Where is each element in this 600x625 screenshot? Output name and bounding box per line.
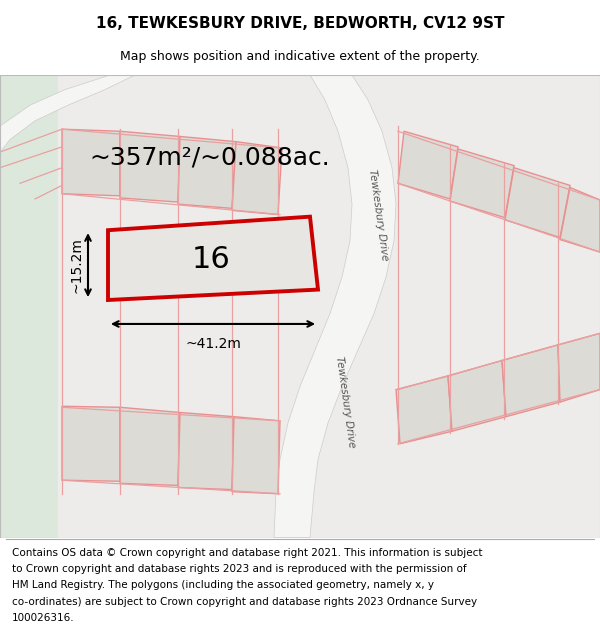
Polygon shape [108, 217, 318, 300]
Polygon shape [0, 75, 135, 152]
Polygon shape [398, 131, 458, 199]
Text: to Crown copyright and database rights 2023 and is reproduced with the permissio: to Crown copyright and database rights 2… [12, 564, 467, 574]
Text: HM Land Registry. The polygons (including the associated geometry, namely x, y: HM Land Registry. The polygons (includin… [12, 581, 434, 591]
Polygon shape [178, 412, 234, 489]
Polygon shape [560, 188, 600, 252]
Polygon shape [232, 417, 280, 494]
Text: ~15.2m: ~15.2m [70, 237, 84, 293]
Text: 16, TEWKESBURY DRIVE, BEDWORTH, CV12 9ST: 16, TEWKESBURY DRIVE, BEDWORTH, CV12 9ST [96, 16, 504, 31]
Polygon shape [120, 408, 180, 486]
Text: ~41.2m: ~41.2m [185, 338, 241, 351]
Text: Map shows position and indicative extent of the property.: Map shows position and indicative extent… [120, 50, 480, 62]
Text: co-ordinates) are subject to Crown copyright and database rights 2023 Ordnance S: co-ordinates) are subject to Crown copyr… [12, 596, 477, 606]
Polygon shape [62, 406, 120, 481]
Text: 100026316.: 100026316. [12, 612, 74, 622]
Polygon shape [178, 136, 236, 208]
Polygon shape [232, 142, 282, 214]
Polygon shape [120, 131, 180, 202]
Text: Tewkesbury Drive: Tewkesbury Drive [367, 168, 389, 261]
Polygon shape [505, 168, 570, 238]
Bar [0, 75, 58, 538]
Text: ~357m²/~0.088ac.: ~357m²/~0.088ac. [89, 145, 331, 169]
Polygon shape [558, 333, 600, 402]
Polygon shape [448, 361, 506, 431]
Text: Contains OS data © Crown copyright and database right 2021. This information is : Contains OS data © Crown copyright and d… [12, 548, 482, 558]
Polygon shape [450, 149, 514, 218]
Text: 16: 16 [191, 244, 230, 274]
Polygon shape [396, 376, 452, 444]
Polygon shape [502, 345, 560, 417]
Polygon shape [274, 75, 396, 538]
Text: Tewkesbury Drive: Tewkesbury Drive [334, 356, 356, 449]
Polygon shape [62, 129, 120, 196]
